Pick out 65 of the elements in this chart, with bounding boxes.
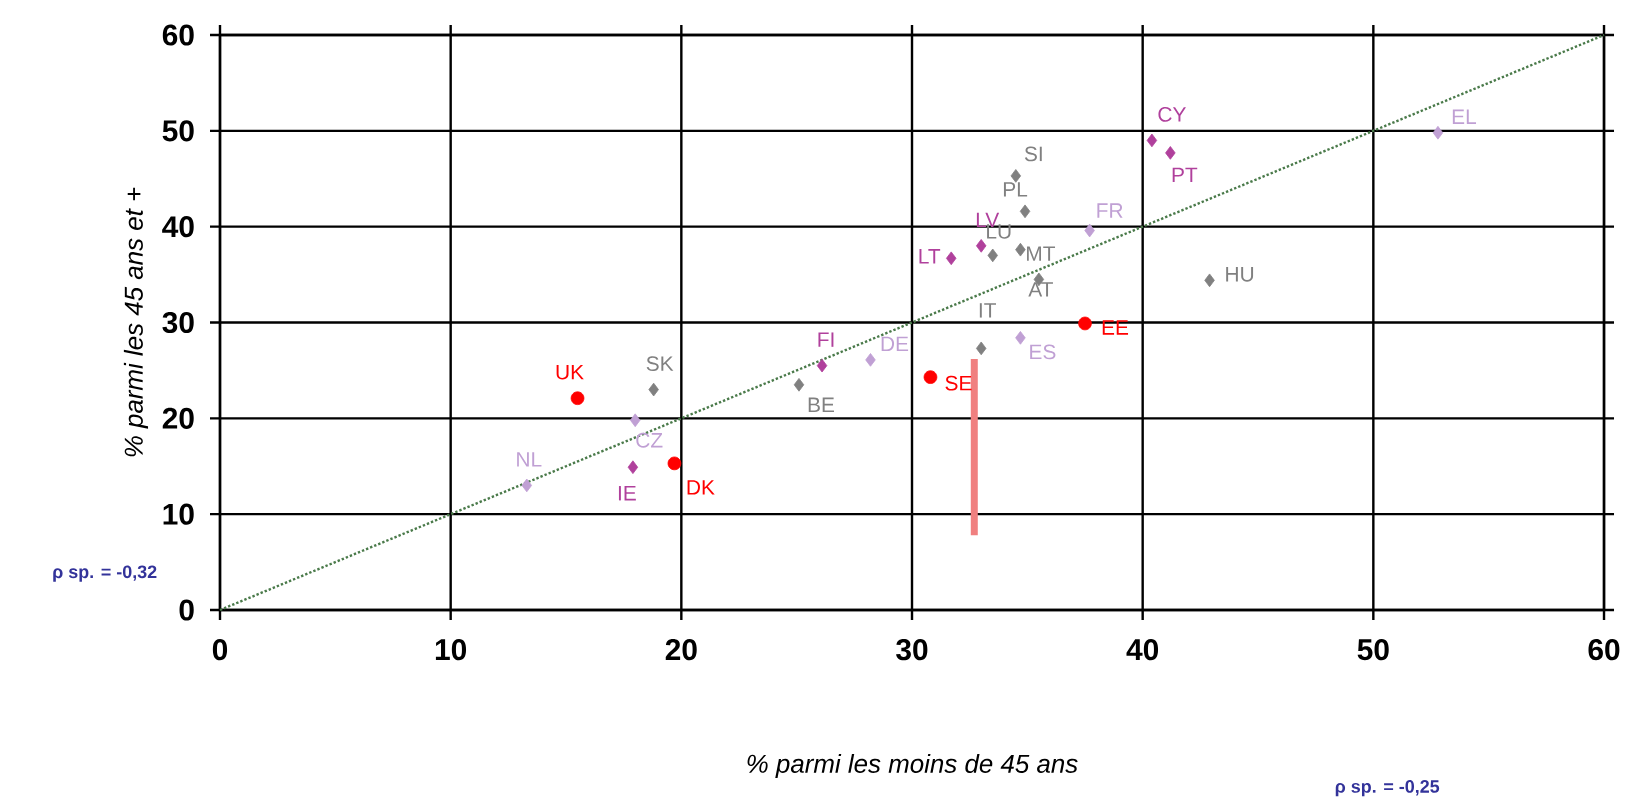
- point: [1146, 133, 1158, 148]
- y-tick-label: 60: [162, 24, 194, 46]
- annotation: UK: [556, 364, 584, 380]
- point: [1078, 316, 1092, 331]
- y-tick-label: 0: [179, 599, 194, 621]
- point: [648, 382, 659, 397]
- x-tick-label: 50: [1357, 639, 1389, 661]
- annotation: FR: [1097, 203, 1123, 218]
- annotation: EL: [1452, 109, 1477, 124]
- annotation: MT: [1027, 246, 1056, 261]
- annotation: HU: [1226, 267, 1254, 282]
- annotation: CZ: [636, 432, 663, 448]
- point: [1432, 125, 1444, 140]
- point: [946, 251, 957, 266]
- annotation: IT: [979, 303, 997, 318]
- annotation: BE: [808, 397, 835, 412]
- point: [521, 478, 532, 493]
- annotation: FI: [818, 332, 834, 347]
- annotation: DE: [881, 336, 909, 352]
- y-tick-label: 20: [162, 407, 194, 429]
- x-axis-title: % parmi les moins de 45 ans: [747, 753, 1078, 779]
- y-tick-label: 50: [162, 120, 194, 142]
- annotation: ES: [1030, 344, 1056, 360]
- point: [1084, 223, 1095, 238]
- annotation: EE: [1102, 320, 1129, 335]
- x-tick-label: 40: [1126, 639, 1159, 661]
- point: [1015, 331, 1026, 345]
- point: [1019, 204, 1031, 219]
- annotation: CY: [1158, 107, 1186, 122]
- y-axis-title: % parmi les 45 ans et +: [123, 187, 149, 457]
- point: [793, 377, 805, 392]
- y-tick-label: 40: [162, 216, 194, 238]
- point: [667, 456, 682, 471]
- text: ρ sp. = -0,32: [53, 565, 157, 582]
- point: [1165, 146, 1176, 160]
- annotation: SK: [646, 356, 674, 371]
- point: [1010, 169, 1022, 183]
- annotation: LT: [919, 249, 941, 264]
- annotation: SI: [1024, 146, 1042, 162]
- annotation: PL: [1003, 182, 1028, 197]
- x-tick-label: 10: [435, 639, 467, 661]
- point: [1204, 273, 1215, 288]
- point: [1015, 242, 1026, 257]
- point: [816, 358, 828, 373]
- annotation: DK: [687, 480, 715, 495]
- point: [630, 413, 641, 428]
- x-tick-label: 60: [1588, 639, 1620, 661]
- point: [570, 391, 585, 406]
- y-tick-label: 10: [163, 503, 194, 525]
- point: [987, 248, 998, 263]
- annotation: PT: [1172, 167, 1198, 183]
- point: [976, 341, 987, 356]
- annotation: NL: [517, 452, 542, 467]
- annotation: IE: [618, 486, 636, 501]
- annotation: AT: [1028, 282, 1053, 297]
- x-tick-label: 30: [896, 639, 928, 661]
- point: [865, 353, 876, 367]
- point: [976, 239, 987, 253]
- text: ρ sp. = -0,25: [1335, 780, 1440, 797]
- x-tick-label: 20: [665, 639, 697, 661]
- x-tick-label: 0: [212, 639, 228, 661]
- y-tick-label: 30: [162, 311, 194, 334]
- point: [627, 460, 639, 475]
- point: [923, 370, 938, 384]
- annotation: SE: [945, 375, 972, 391]
